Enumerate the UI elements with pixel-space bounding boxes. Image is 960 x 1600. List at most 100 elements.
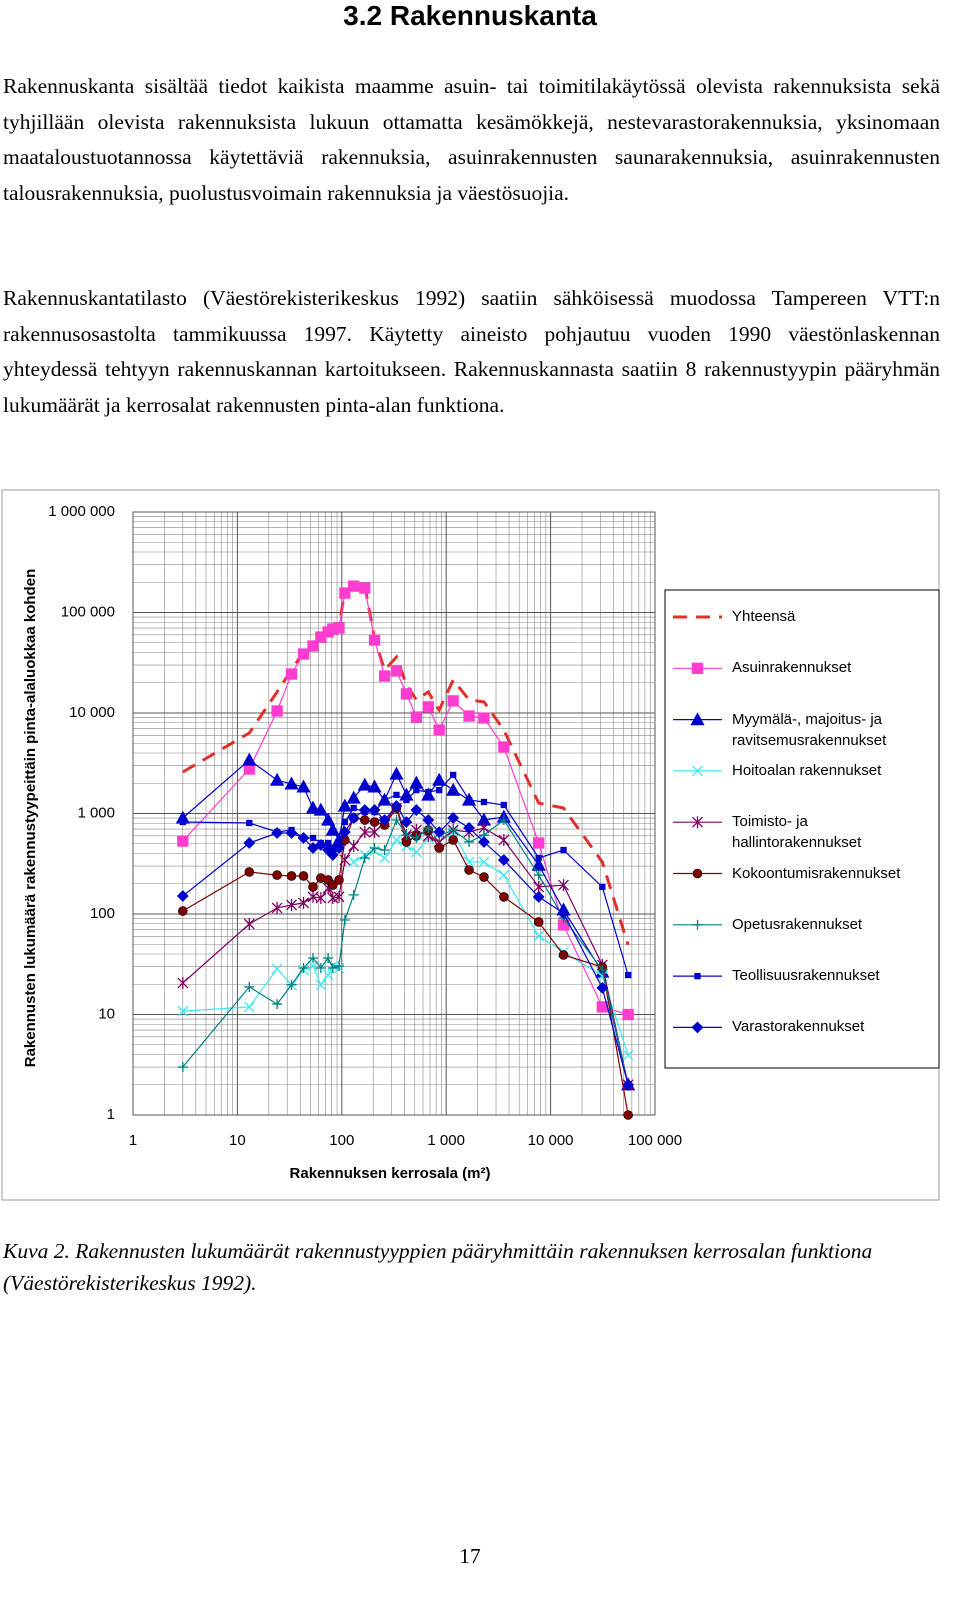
marker [285, 827, 298, 839]
marker [243, 918, 255, 931]
marker [465, 796, 473, 804]
marker [533, 917, 544, 927]
marker [391, 834, 402, 846]
marker [338, 826, 351, 838]
marker [297, 648, 310, 660]
marker [391, 815, 402, 826]
series-line [182, 818, 629, 1085]
marker [597, 965, 608, 976]
marker [348, 889, 359, 900]
legend-label: Opetusrakennukset [732, 915, 863, 933]
legend-frame [664, 589, 940, 1069]
marker [357, 777, 372, 791]
legend-label: Asuinrakennukset [732, 659, 852, 677]
marker [533, 930, 545, 942]
marker [401, 830, 412, 841]
marker [348, 839, 360, 852]
marker [271, 705, 283, 717]
marker [296, 779, 311, 793]
marker [691, 662, 704, 674]
marker [622, 1078, 635, 1091]
marker [410, 846, 422, 858]
marker [315, 963, 326, 974]
marker [447, 695, 459, 707]
marker [694, 972, 701, 980]
marker [272, 870, 282, 880]
marker [286, 979, 297, 990]
marker [305, 800, 321, 814]
marker [341, 818, 349, 826]
marker [369, 826, 381, 839]
marker [272, 999, 283, 1010]
marker [346, 790, 361, 804]
marker [622, 1049, 634, 1061]
marker [339, 587, 351, 599]
x-tick-label: 1 000 [427, 1132, 465, 1149]
marker [359, 582, 371, 594]
marker [298, 963, 309, 974]
marker [497, 854, 510, 866]
marker [447, 812, 460, 824]
marker [333, 890, 345, 903]
marker [271, 901, 283, 914]
marker [691, 1021, 704, 1034]
marker [315, 979, 327, 991]
marker [369, 842, 380, 853]
marker [422, 701, 434, 713]
legend-label: Yhteensä [732, 608, 796, 625]
marker [478, 712, 490, 724]
marker [533, 880, 545, 893]
marker [308, 882, 318, 892]
marker [434, 843, 445, 853]
marker [463, 710, 475, 722]
y-tick-label: 100 000 [61, 603, 115, 620]
marker [350, 804, 357, 812]
marker [464, 865, 474, 875]
marker [178, 906, 188, 916]
marker [558, 879, 569, 892]
marker [450, 771, 457, 779]
marker [498, 815, 509, 826]
marker [367, 779, 382, 793]
marker [479, 872, 489, 882]
marker [327, 963, 338, 974]
marker [535, 854, 542, 862]
y-axis-title: Rakennusten lukumäärä rakennustyypeittäi… [22, 568, 39, 1068]
marker [359, 815, 370, 825]
marker [560, 846, 567, 854]
marker [403, 796, 410, 804]
marker [308, 952, 319, 963]
marker [692, 919, 703, 930]
marker [334, 875, 344, 885]
marker [624, 971, 632, 979]
marker [315, 892, 327, 905]
marker [243, 1001, 255, 1013]
series-line [182, 759, 629, 1085]
marker [333, 622, 345, 634]
x-tick-label: 100 000 [628, 1132, 682, 1149]
marker [498, 869, 510, 881]
marker [286, 871, 297, 881]
marker [532, 890, 545, 903]
x-tick-label: 1 [129, 1132, 137, 1149]
marker [432, 772, 447, 786]
marker [422, 814, 435, 826]
marker [347, 812, 360, 824]
marker [284, 776, 299, 790]
marker [433, 724, 445, 736]
marker [425, 788, 432, 796]
marker [359, 826, 371, 839]
marker [692, 816, 703, 829]
marker [244, 867, 255, 877]
marker [381, 796, 388, 804]
marker [309, 834, 317, 842]
marker [177, 1062, 188, 1073]
marker [307, 640, 319, 652]
marker [177, 835, 189, 847]
marker [463, 856, 475, 868]
marker [558, 950, 569, 960]
x-tick-label: 10 000 [528, 1132, 574, 1149]
marker [390, 665, 403, 677]
legend-label: Kokoontumisrakennukset [732, 864, 901, 882]
